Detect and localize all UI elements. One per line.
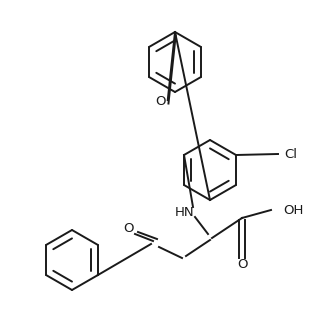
Text: Cl: Cl — [284, 147, 297, 161]
Text: OH: OH — [283, 204, 303, 216]
Text: HN: HN — [175, 206, 195, 218]
Text: O: O — [123, 221, 133, 235]
Text: O: O — [156, 95, 166, 108]
Text: O: O — [237, 259, 247, 271]
